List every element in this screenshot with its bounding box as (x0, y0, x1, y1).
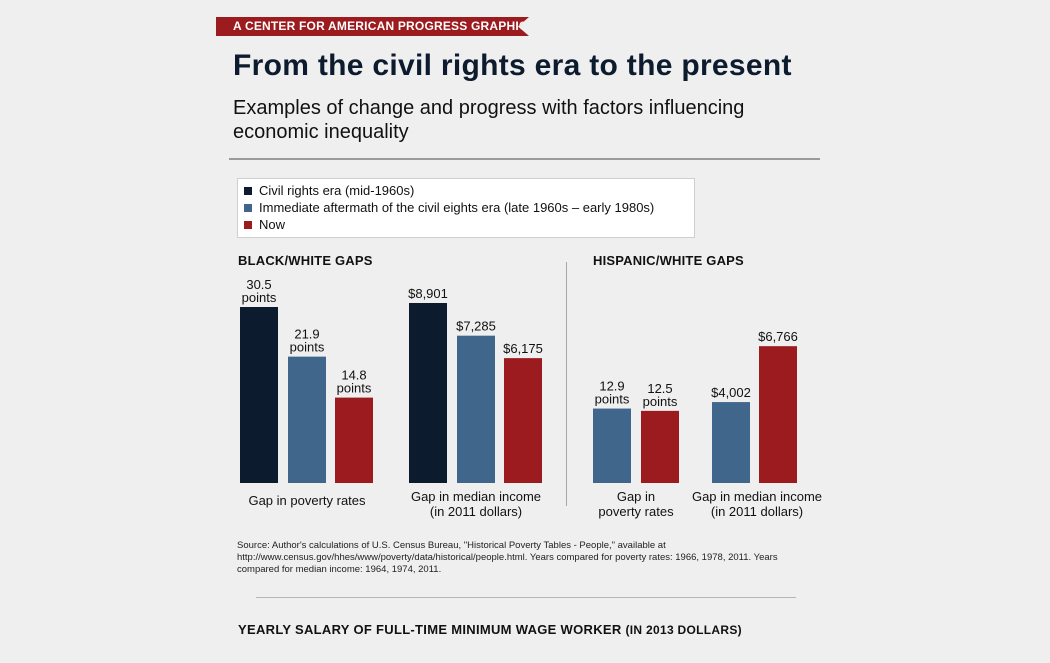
bar (240, 307, 278, 483)
next-section-title-paren: (IN 2013 DOLLARS) (625, 623, 742, 637)
legend-item-civil-rights: Civil rights era (mid-1960s) (244, 183, 414, 199)
group-label-hw-poverty: Gap in poverty rates (586, 489, 686, 519)
chart-legend: Civil rights era (mid-1960s) Immediate a… (237, 178, 695, 238)
section-title-hispanic-white: HISPANIC/WHITE GAPS (593, 253, 744, 268)
bar-value-label: points (337, 381, 372, 396)
bar-value-label: 30.5 (246, 277, 271, 292)
legend-item-aftermath: Immediate aftermath of the civil eights … (244, 200, 654, 216)
bar (593, 408, 631, 483)
section-title-black-white: BLACK/WHITE GAPS (238, 253, 373, 268)
bar-value-label: points (595, 392, 630, 407)
bar (641, 410, 679, 483)
bar-value-label: 12.9 (599, 379, 624, 394)
bar (759, 346, 797, 483)
bar-value-label: $6,175 (503, 341, 543, 356)
section-rule (256, 597, 796, 598)
legend-label: Now (259, 217, 286, 232)
group-label-line: poverty rates (598, 504, 674, 519)
next-section-title: YEARLY SALARY OF FULL-TIME MINIMUM WAGE … (238, 622, 742, 637)
bar-value-label: points (643, 394, 678, 409)
next-section-title-main: YEARLY SALARY OF FULL-TIME MINIMUM WAGE … (238, 622, 622, 637)
bar (335, 397, 373, 483)
bar-value-label: $8,901 (408, 286, 448, 301)
bar-value-label: $4,002 (711, 385, 751, 400)
group-label-hw-income: Gap in median income (in 2011 dollars) (682, 489, 832, 519)
bar (288, 356, 326, 483)
section-divider (566, 262, 567, 506)
legend-item-now: Now (244, 217, 285, 233)
bar-value-label: $6,766 (758, 329, 798, 344)
bar-value-label: 12.5 (647, 381, 672, 396)
legend-label: Civil rights era (mid-1960s) (259, 183, 415, 198)
bar-value-label: points (242, 290, 277, 305)
legend-swatch (244, 221, 252, 229)
bar (457, 335, 495, 483)
bar (409, 303, 447, 483)
page-subtitle: Examples of change and progress with fac… (233, 97, 745, 143)
source-note: Source: Author's calculations of U.S. Ce… (237, 540, 778, 575)
group-label-line: (in 2011 dollars) (710, 504, 804, 519)
bar (712, 402, 750, 483)
bar (504, 358, 542, 483)
source-banner: A CENTER FOR AMERICAN PROGRESS GRAPHIC (216, 17, 529, 36)
group-label-line: (in 2011 dollars) (429, 504, 523, 519)
bar-value-label: 21.9 (294, 327, 319, 342)
group-label-bw-poverty: Gap in poverty rates (248, 493, 366, 508)
bar-value-label: $7,285 (456, 319, 496, 334)
legend-swatch (244, 204, 252, 212)
bar-value-label: 14.8 (341, 368, 366, 383)
group-label-line: Gap in median income (410, 489, 542, 504)
title-rule (229, 158, 820, 160)
group-label-line: Gap in median income (691, 489, 823, 504)
group-label-line: Gap in (616, 489, 656, 504)
bar-value-label: points (290, 340, 325, 355)
legend-label: Immediate aftermath of the civil eights … (259, 200, 655, 215)
legend-swatch (244, 187, 252, 195)
page-title: From the civil rights era to the present (233, 49, 792, 82)
group-label-bw-income: Gap in median income (in 2011 dollars) (396, 489, 556, 519)
